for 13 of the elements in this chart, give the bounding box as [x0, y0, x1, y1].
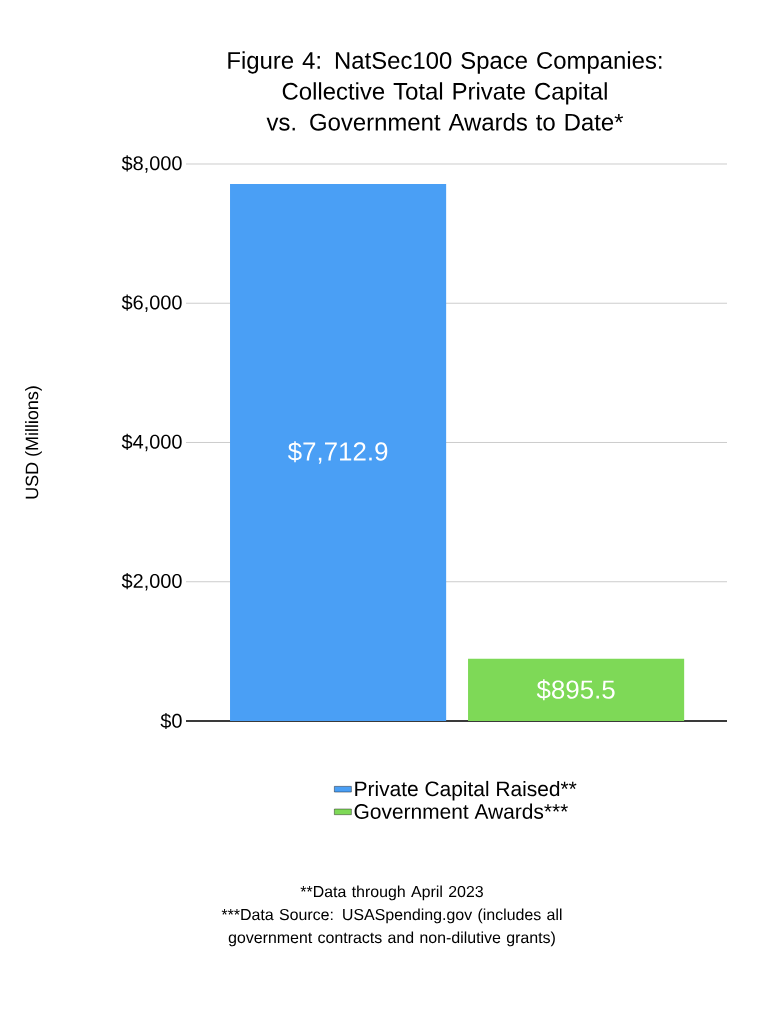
text: ***Data Source: USASpending.gov (includes all government contracts and non-dilutive grants)	[221, 908, 562, 947]
y-tick-label: $6,000	[121, 294, 182, 312]
data-label: $7,712.9	[287, 441, 388, 464]
y-tick-label: $4,000	[121, 433, 182, 452]
y-axis-title: USD (Millions)	[25, 386, 42, 499]
text: **Data through April 2023	[300, 885, 483, 901]
legend-label: Private Capital Raised**	[355, 780, 577, 801]
y-tick-label: $8,000	[121, 155, 182, 173]
y-tick-label: $0	[160, 712, 182, 730]
y-tick-label: $2,000	[121, 573, 182, 591]
data-label: $895.5	[536, 679, 615, 701]
legend-label: Government Awards***	[354, 803, 568, 819]
chart-title: Figure 4: NatSec100 Space Companies: Collective Total Private Capital vs. Government Awards to Date*	[228, 51, 662, 131]
